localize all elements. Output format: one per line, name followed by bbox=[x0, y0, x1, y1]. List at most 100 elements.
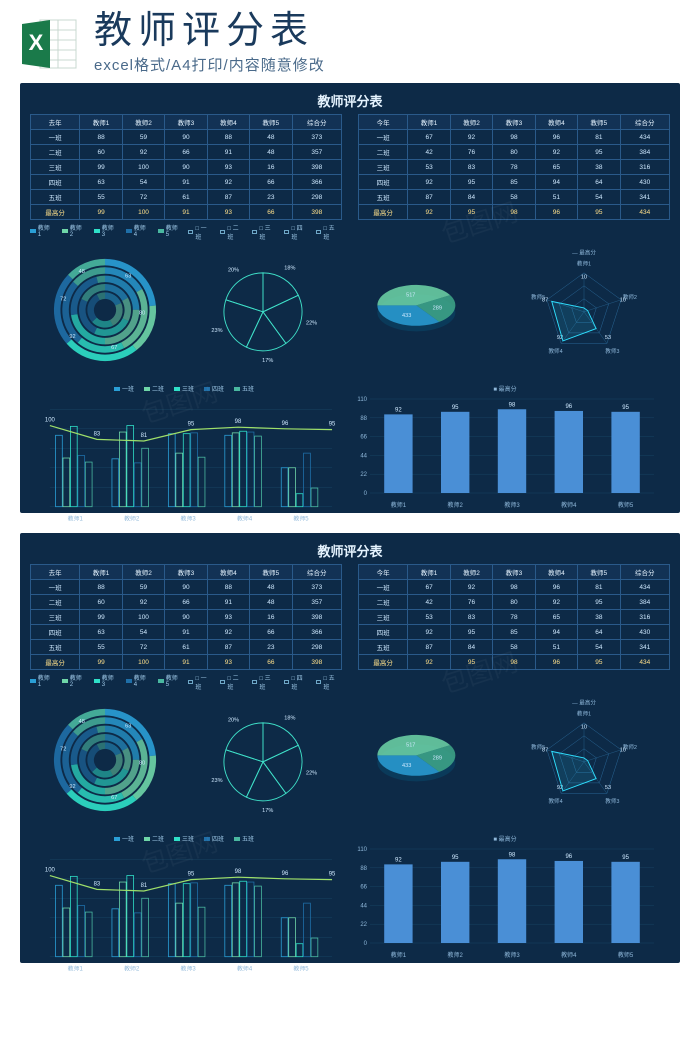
table-cell: 92 bbox=[450, 130, 492, 145]
svg-text:教师1: 教师1 bbox=[68, 965, 84, 973]
svg-text:23%: 23% bbox=[211, 328, 222, 334]
svg-text:95: 95 bbox=[329, 422, 336, 428]
table-cell: 85 bbox=[493, 175, 535, 190]
table-cell: 93 bbox=[207, 160, 249, 175]
table-cell: 一班 bbox=[31, 580, 80, 595]
table-cell: 95 bbox=[450, 205, 492, 220]
pie3d-chart: 289433517 bbox=[346, 245, 496, 375]
legend-item: 二班 bbox=[144, 384, 164, 393]
table-cell: 88 bbox=[207, 580, 249, 595]
svg-text:20%: 20% bbox=[228, 267, 239, 273]
legend-item: 教师4 bbox=[126, 223, 148, 238]
table-cell: 99 bbox=[80, 655, 122, 670]
svg-text:— 最高分: — 最高分 bbox=[572, 248, 596, 256]
table-header: 教师1 bbox=[80, 115, 122, 130]
table-cell: 434 bbox=[620, 655, 669, 670]
legend-item: □ 二班 bbox=[220, 223, 242, 241]
table-cell: 64 bbox=[578, 625, 620, 640]
svg-text:教师2: 教师2 bbox=[448, 951, 464, 959]
table-header: 教师5 bbox=[578, 115, 620, 130]
svg-text:83: 83 bbox=[94, 881, 101, 887]
table-cell: 85 bbox=[493, 625, 535, 640]
tables-row: 去年教师1教师2教师3教师4教师5综合分一班8859908848373二班609… bbox=[30, 564, 670, 670]
dashboards-container: 教师评分表去年教师1教师2教师3教师4教师5综合分一班8859908848373… bbox=[0, 83, 700, 983]
table-cell: 16 bbox=[250, 160, 292, 175]
svg-text:44: 44 bbox=[360, 453, 367, 459]
table-cell: 384 bbox=[620, 595, 669, 610]
svg-text:0: 0 bbox=[364, 491, 368, 497]
table-cell: 四班 bbox=[359, 175, 408, 190]
svg-text:67: 67 bbox=[111, 795, 117, 801]
table-header: 教师4 bbox=[207, 565, 249, 580]
table-header: 教师4 bbox=[535, 115, 577, 130]
pie-chart: 18%22%17%23%20% bbox=[188, 695, 338, 825]
table-cell: 96 bbox=[535, 655, 577, 670]
svg-text:22%: 22% bbox=[306, 770, 317, 776]
svg-text:教师2: 教师2 bbox=[124, 515, 140, 523]
table-cell: 90 bbox=[165, 580, 207, 595]
table-cell: 93 bbox=[207, 205, 249, 220]
table-cell: 384 bbox=[620, 145, 669, 160]
table-cell: 59 bbox=[122, 580, 164, 595]
svg-text:95: 95 bbox=[329, 872, 336, 878]
svg-text:96: 96 bbox=[565, 404, 572, 410]
svg-text:95: 95 bbox=[188, 872, 195, 878]
table-cell: 42 bbox=[408, 145, 450, 160]
table-cell: 87 bbox=[408, 640, 450, 655]
table-cell: 三班 bbox=[31, 160, 80, 175]
table-header: 去年 bbox=[31, 115, 80, 130]
svg-text:517: 517 bbox=[406, 292, 415, 298]
table-cell: 430 bbox=[620, 175, 669, 190]
table-cell: 58 bbox=[493, 640, 535, 655]
table-cell: 92 bbox=[408, 655, 450, 670]
dashboard-title: 教师评分表 bbox=[30, 91, 670, 110]
donut-chart: 486380679272 bbox=[30, 695, 180, 825]
table-cell: 91 bbox=[207, 145, 249, 160]
table-cell: 二班 bbox=[31, 145, 80, 160]
svg-text:44: 44 bbox=[360, 903, 367, 909]
table-header: 去年 bbox=[31, 565, 80, 580]
svg-text:98: 98 bbox=[235, 869, 242, 875]
legend-item: 教师5 bbox=[158, 223, 180, 238]
table-cell: 298 bbox=[292, 640, 341, 655]
table-cell: 92 bbox=[408, 175, 450, 190]
svg-text:教师2: 教师2 bbox=[124, 965, 140, 973]
table-cell: 63 bbox=[80, 175, 122, 190]
svg-text:— 最高分: — 最高分 bbox=[572, 698, 596, 706]
table-cell: 80 bbox=[493, 145, 535, 160]
table-cell: 95 bbox=[578, 595, 620, 610]
page-subtitle: excel格式/A4打印/内容随意修改 bbox=[94, 54, 680, 75]
table-header: 今年 bbox=[359, 115, 408, 130]
legend-item: 教师2 bbox=[62, 223, 84, 238]
table-header: 教师2 bbox=[450, 115, 492, 130]
table-cell: 434 bbox=[620, 580, 669, 595]
table-cell: 93 bbox=[207, 655, 249, 670]
table-cell: 95 bbox=[450, 625, 492, 640]
svg-text:92: 92 bbox=[69, 334, 75, 340]
table-header: 教师3 bbox=[165, 565, 207, 580]
table-cell: 54 bbox=[578, 190, 620, 205]
svg-text:98: 98 bbox=[509, 852, 516, 858]
legend-item: □ 五班 bbox=[316, 223, 338, 241]
svg-text:教师3: 教师3 bbox=[605, 797, 619, 805]
table-cell: 48 bbox=[250, 130, 292, 145]
legend-item: 教师1 bbox=[30, 223, 52, 238]
score-table: 去年教师1教师2教师3教师4教师5综合分一班8859908848373二班609… bbox=[30, 564, 342, 670]
table-cell: 23 bbox=[250, 640, 292, 655]
table-cell: 90 bbox=[165, 610, 207, 625]
table-header: 综合分 bbox=[620, 115, 669, 130]
table-cell: 92 bbox=[535, 595, 577, 610]
svg-text:10: 10 bbox=[620, 748, 626, 754]
svg-text:433: 433 bbox=[402, 763, 411, 769]
svg-text:教师2: 教师2 bbox=[448, 501, 464, 509]
table-cell: 60 bbox=[80, 595, 122, 610]
svg-text:教师1: 教师1 bbox=[391, 951, 407, 959]
svg-text:教师1: 教师1 bbox=[391, 501, 407, 509]
table-cell: 92 bbox=[408, 205, 450, 220]
legend-item: 教师1 bbox=[30, 673, 52, 688]
table-cell: 90 bbox=[165, 130, 207, 145]
table-cell: 66 bbox=[250, 655, 292, 670]
svg-text:66: 66 bbox=[360, 435, 367, 441]
svg-text:教师1: 教师1 bbox=[68, 515, 84, 523]
table-cell: 38 bbox=[578, 160, 620, 175]
